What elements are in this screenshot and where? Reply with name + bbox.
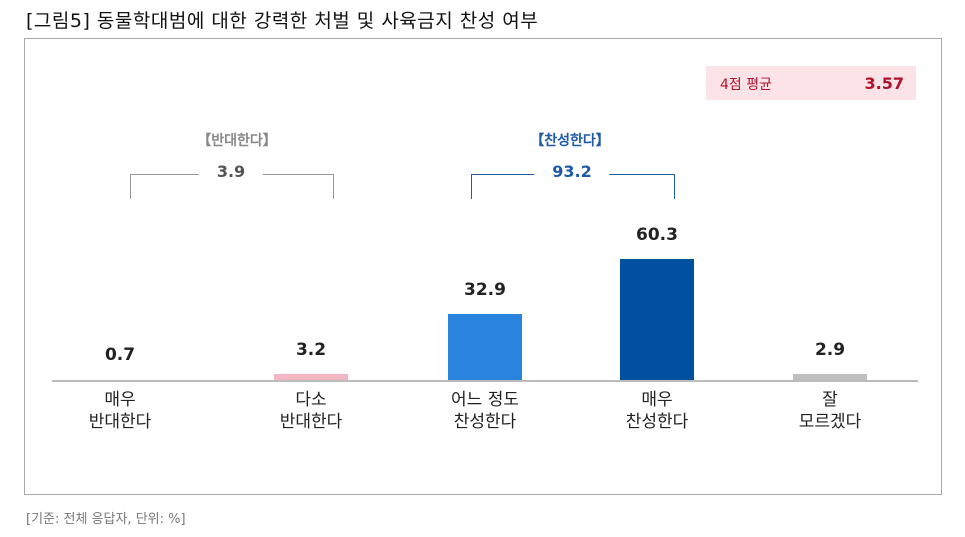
bar-1 [274, 373, 348, 380]
bar-4 [793, 374, 867, 380]
category-label: 어느 정도 찬성한다 [451, 390, 519, 432]
value-label: 3.2 [295, 339, 327, 360]
value-label: 32.9 [464, 280, 506, 301]
category-label: 다소 반대한다 [279, 390, 343, 432]
category-label: 매우 찬성한다 [625, 390, 689, 432]
average-label: 4점 평균 [720, 77, 772, 93]
bar-0 [83, 379, 157, 380]
oppose-group-label: 【반대한다】 [197, 133, 277, 149]
value-label: 0.7 [104, 344, 136, 365]
bar-3 [620, 259, 694, 380]
bar-2 [448, 314, 522, 380]
average-badge: 4점 평균 3.57 [706, 66, 916, 100]
chart-frame [24, 38, 942, 495]
footnote: [기준: 전체 응답자, 단위: %] [26, 512, 186, 527]
agree-total: 93.2 [534, 162, 610, 181]
average-value: 3.57 [864, 74, 904, 93]
oppose-total: 3.9 [198, 162, 264, 181]
value-label: 60.3 [636, 225, 678, 246]
category-label: 잘 모르겠다 [798, 390, 862, 432]
agree-group-label: 【찬성한다】 [530, 133, 610, 149]
category-label: 매우 반대한다 [88, 390, 152, 432]
value-label: 2.9 [814, 340, 846, 361]
x-axis-baseline [52, 380, 918, 382]
chart-title: [그림5] 동물학대범에 대한 강력한 처벌 및 사육금지 찬성 여부 [26, 10, 539, 32]
